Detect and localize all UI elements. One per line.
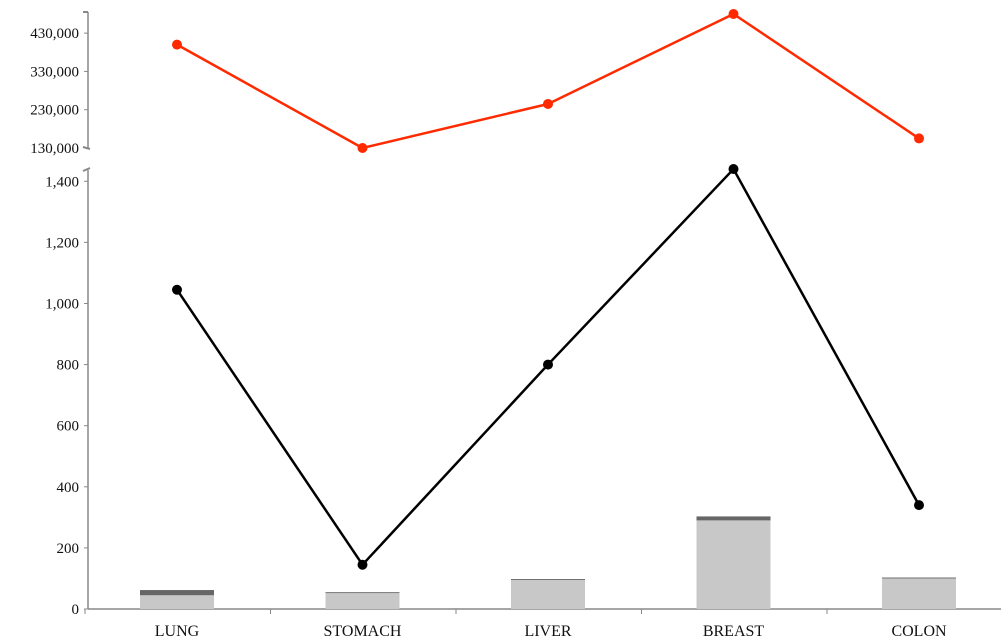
top-y-tick-label: 230,000 <box>30 103 79 119</box>
bar-segment <box>511 579 585 580</box>
bar-segment <box>140 595 214 609</box>
x-tick-label: LIVER <box>524 623 571 640</box>
bottom-y-tick-label: 400 <box>57 480 80 496</box>
bottom-series-point <box>172 284 182 295</box>
bottom-axis-break-mark <box>82 167 91 172</box>
bottom-line-series <box>172 164 924 570</box>
bar-segment <box>696 520 771 609</box>
bar-segment <box>696 516 771 521</box>
top-y-axis: 130,000 230,000 330,000 430,000 <box>30 11 91 157</box>
bottom-y-axis: 0 200 400 600 800 1,000 1,200 1,400 <box>45 167 91 618</box>
bar-segment <box>140 590 214 596</box>
bottom-y-tick-label: 1,400 <box>45 174 79 190</box>
bottom-y-tick-label: 1,000 <box>45 296 79 312</box>
bar-segment <box>325 593 400 609</box>
x-tick-label: STOMACH <box>324 623 402 640</box>
bar-segment <box>882 578 956 609</box>
bottom-series-point <box>728 164 739 175</box>
top-y-tick-label: 130,000 <box>30 141 79 157</box>
bottom-y-tick-label: 0 <box>72 602 80 618</box>
x-tick-label: LUNG <box>155 623 200 640</box>
bar-segment <box>325 592 400 594</box>
bars <box>140 516 956 609</box>
x-tick-label: COLON <box>891 623 947 640</box>
bottom-series-point <box>914 500 924 511</box>
bottom-y-tick-label: 800 <box>57 358 80 374</box>
top-series-point <box>914 133 924 144</box>
top-series-point <box>543 98 553 109</box>
top-series-point <box>728 9 739 19</box>
top-y-tick-label: 330,000 <box>30 64 79 80</box>
top-series-point <box>172 39 182 50</box>
bar-segment <box>882 577 956 579</box>
bottom-y-tick-label: 200 <box>57 541 80 557</box>
top-series-point <box>357 143 368 153</box>
bottom-y-tick-label: 1,200 <box>45 235 79 251</box>
x-tick-label: BREAST <box>703 623 765 640</box>
bar-segment <box>511 579 585 609</box>
x-axis: LUNG STOMACH LIVER BREAST COLON <box>84 608 1001 640</box>
top-line-series <box>172 9 924 153</box>
bottom-series-point <box>543 359 553 370</box>
top-series-line <box>176 12 920 150</box>
top-y-tick-label: 430,000 <box>30 26 79 42</box>
bottom-y-tick-label: 600 <box>57 419 80 435</box>
bottom-series-point <box>357 559 368 570</box>
